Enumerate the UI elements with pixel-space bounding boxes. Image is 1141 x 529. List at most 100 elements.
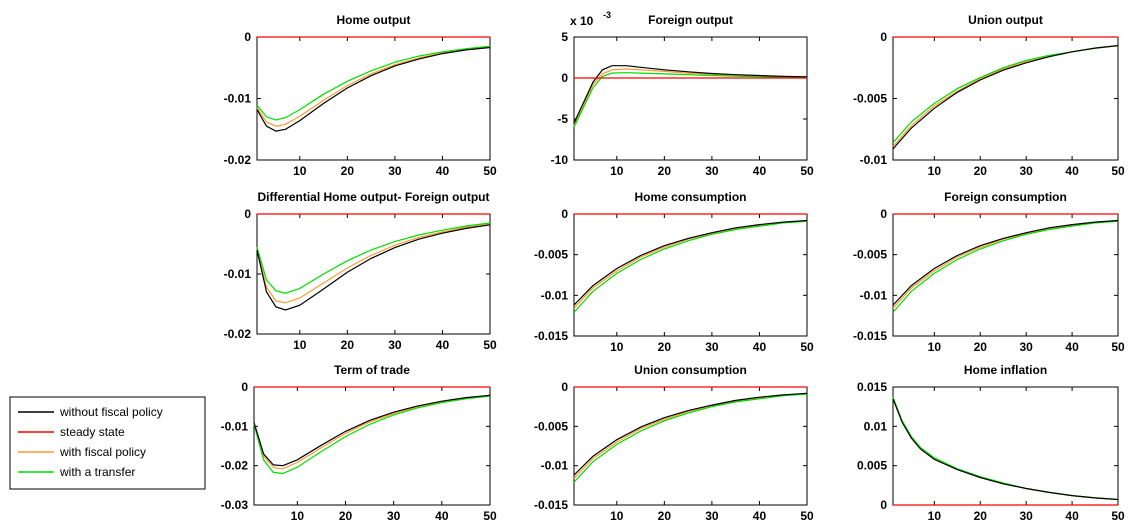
series-line [256, 222, 491, 294]
x-tick-label: 40 [435, 509, 449, 523]
x-tick-label: 30 [388, 164, 402, 178]
series-line [256, 46, 491, 132]
x-tick-label: 30 [1019, 509, 1033, 523]
y-tick-label: -0.01 [541, 459, 569, 473]
plot-frame [573, 213, 808, 337]
series-line [573, 392, 808, 476]
y-tick-label: -0.01 [221, 419, 249, 433]
series-line [892, 219, 1119, 306]
plot-frame [892, 36, 1119, 161]
y-tick-label: 5 [561, 30, 568, 44]
y-tick-label: 0 [561, 380, 568, 394]
series-line [892, 398, 1119, 501]
chart-panel: Foreign consumption 10 20 30 40 50 0 -0.005 -0.0… [853, 190, 1125, 354]
y-tick-label: 0 [244, 207, 251, 221]
x-tick-label: 10 [928, 340, 942, 354]
y-tick-label: -0.01 [860, 288, 888, 302]
y-tick-label: 0 [561, 207, 568, 221]
x-tick-label: 40 [753, 340, 767, 354]
x-tick-label: 50 [1111, 509, 1125, 523]
y-tick-label: -0.005 [534, 419, 568, 433]
legend-label: without fiscal policy [59, 405, 163, 419]
chart-panel: Home output 10 20 30 40 50 0 -0.01 -0.02 [224, 13, 497, 178]
x-tick-label: 20 [658, 340, 672, 354]
x-tick-label: 20 [974, 509, 988, 523]
y-tick-label: -0.02 [224, 153, 252, 167]
legend-label: with fiscal policy [59, 445, 146, 459]
chart-panel: Differential Home output- Foreign output… [224, 190, 497, 352]
y-tick-label: 0 [880, 498, 887, 512]
y-tick-label: 0 [244, 30, 251, 44]
x-tick-label: 20 [658, 509, 672, 523]
series-line [256, 224, 491, 311]
x-tick-label: 20 [341, 164, 355, 178]
plot-frame [573, 386, 808, 506]
chart-panel: Term of trade 10 20 30 40 50 0 -0.01 -0.02 -0.03 [221, 363, 497, 523]
plot-frame [256, 36, 491, 161]
legend: without fiscal policy steady state with fi… [9, 396, 206, 490]
y-tick-label: 0 [880, 207, 887, 221]
x-tick-label: 40 [1065, 509, 1079, 523]
x-tick-label: 30 [1019, 164, 1033, 178]
y-tick-label: 0 [241, 380, 248, 394]
y-tick-label: -0.005 [853, 248, 887, 262]
x-tick-label: 20 [658, 164, 672, 178]
chart-title: Union output [968, 13, 1043, 27]
chart-panel: Union consumption 10 20 30 40 50 0 -0.005 -0.01 -… [534, 363, 814, 523]
series-line [573, 72, 808, 128]
series-line [253, 395, 491, 475]
x-tick-label: 10 [928, 509, 942, 523]
chart-panel: Home consumption 10 20 30 40 50 0 -0.005 -0.01 -0… [534, 190, 814, 354]
plot-frame [892, 213, 1119, 337]
y-tick-label: -0.02 [221, 459, 249, 473]
y-tick-label: -0.03 [221, 498, 249, 512]
x-tick-label: 50 [1111, 340, 1125, 354]
x-tick-label: 10 [293, 338, 307, 352]
y-tick-label: -0.005 [534, 248, 568, 262]
y-tick-label: -10 [551, 153, 569, 167]
x-tick-label: 50 [483, 509, 497, 523]
x-tick-label: 10 [293, 164, 307, 178]
chart-title: Home inflation [964, 363, 1047, 377]
x-tick-label: 30 [705, 164, 719, 178]
series-line [892, 220, 1119, 313]
axis-exponent-label: x 10 [570, 14, 594, 28]
x-tick-label: 30 [705, 340, 719, 354]
plot-frame [573, 36, 808, 161]
x-tick-label: 40 [436, 338, 450, 352]
x-tick-label: 20 [341, 338, 355, 352]
x-tick-label: 40 [1065, 164, 1079, 178]
x-tick-label: 10 [610, 164, 624, 178]
series-line [256, 223, 491, 304]
x-tick-label: 20 [339, 509, 353, 523]
plot-frame [253, 386, 491, 506]
y-tick-label: -5 [557, 112, 568, 126]
x-tick-label: 10 [610, 509, 624, 523]
chart-title: Home output [337, 13, 411, 27]
x-tick-label: 50 [800, 509, 814, 523]
x-tick-label: 50 [800, 340, 814, 354]
x-tick-label: 30 [1019, 340, 1033, 354]
y-tick-label: 0.01 [864, 419, 888, 433]
y-tick-label: 0 [880, 30, 887, 44]
chart-title: Home consumption [634, 190, 746, 204]
chart-title: Term of trade [334, 363, 410, 377]
y-tick-label: -0.01 [860, 153, 888, 167]
chart-title: Union consumption [634, 363, 747, 377]
y-tick-label: -0.015 [534, 498, 568, 512]
legend-label: with a transfer [59, 465, 135, 479]
chart-title: Differential Home output- Foreign output [258, 190, 490, 204]
y-tick-label: -0.015 [853, 329, 887, 343]
x-tick-label: 50 [800, 164, 814, 178]
chart-panel: Home inflation 10 20 30 40 50 0.015 0.01 0.005 0 [857, 363, 1125, 523]
series-line [256, 45, 491, 121]
x-tick-label: 50 [483, 164, 497, 178]
x-tick-label: 30 [387, 509, 401, 523]
series-line [573, 65, 808, 124]
y-tick-label: 0.015 [857, 380, 887, 394]
series-line [253, 395, 491, 470]
axis-exponent-power: -3 [603, 10, 611, 20]
x-tick-label: 10 [928, 164, 942, 178]
